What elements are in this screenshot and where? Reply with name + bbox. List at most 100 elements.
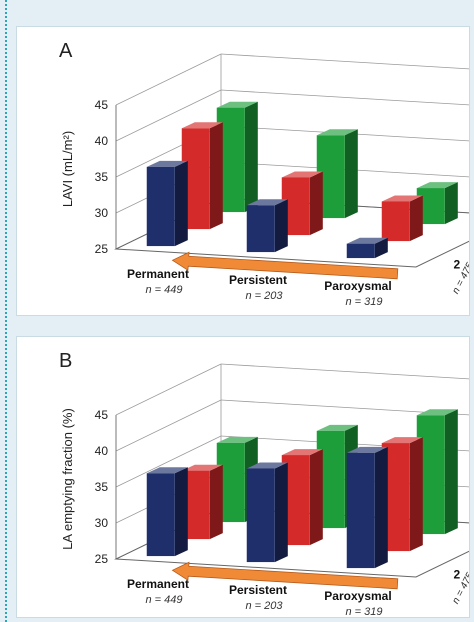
chart-a-bar-top <box>346 237 388 244</box>
chart-b-ytick-label: 25 <box>95 552 109 566</box>
chart-a-category-n: n = 319 <box>345 296 382 308</box>
chart-a-category-n: n = 203 <box>245 290 283 302</box>
chart-b-gridline-side <box>115 435 222 488</box>
page-border-decoration <box>5 0 7 622</box>
chart-a-category-label: Paroxysmal <box>324 279 391 293</box>
chart-b-category-n: n = 203 <box>245 600 283 612</box>
chart-b-category-n: n = 319 <box>345 606 382 617</box>
chart-a-bar-side <box>274 199 288 253</box>
chart-a-bar-top <box>281 171 323 178</box>
chart-b-gridline-back <box>220 399 469 416</box>
chart-a-gridline-back <box>220 53 469 70</box>
chart-a-bar <box>216 101 258 213</box>
chart-b-ytick-label: 30 <box>95 516 109 530</box>
chart-a-ylabel: LAVI (mL/m²) <box>60 131 75 207</box>
chart-a-bar-top <box>316 129 358 136</box>
chart-a-bar-top <box>416 182 458 189</box>
chart-b-bar <box>346 446 388 569</box>
chart-b-bar-side <box>374 446 388 569</box>
chart-a-svg: A 45 40 35 30 25 LAVI (mL/m²) Permanent n = 449 P… <box>59 40 469 308</box>
chart-b-bar-top <box>346 446 388 453</box>
chart-a-bar-side <box>444 182 458 225</box>
chart-a-category-label: Permanent <box>127 267 189 281</box>
chart-b-bar-top <box>316 424 358 431</box>
chart-a-ytick-label: 35 <box>95 170 109 184</box>
chart-a-bar-top <box>146 160 188 167</box>
chart-a-bar <box>381 195 423 242</box>
chart-b-category-n: n = 449 <box>145 594 182 606</box>
chart-a-bar-side <box>344 129 358 219</box>
chart-a-bar-front <box>381 201 410 242</box>
chart-b-depth-label: 2 <box>454 568 461 582</box>
chart-b-bar-top <box>246 462 288 469</box>
chart-a-depth-label: 2 <box>454 258 461 272</box>
chart-b-bar-top <box>146 467 188 474</box>
chart-a-ytick-label: 30 <box>95 206 109 220</box>
chart-a-bar <box>246 199 288 253</box>
chart-b-bar-top <box>181 464 223 471</box>
chart-a-gridline-side <box>115 89 222 142</box>
chart-b-bar-front <box>346 452 375 569</box>
chart-a-bar-top <box>181 122 223 129</box>
chart-b-gridline-back <box>220 435 469 452</box>
chart-a-gridline-back <box>220 125 469 142</box>
chart-a-ytick-label: 25 <box>95 242 109 256</box>
chart-a-bar-front <box>246 205 275 253</box>
chart-b-bar-side <box>309 449 323 546</box>
chart-a-bar-top <box>216 101 258 108</box>
chart-a-category-n: n = 449 <box>145 284 182 296</box>
chart-b-panel-label: B <box>59 350 72 372</box>
chart-b-bar-side <box>209 464 223 540</box>
chart-b-category-label: Paroxysmal <box>324 589 391 603</box>
chart-b-gridline-side <box>115 399 222 452</box>
chart-b-gridline-side <box>115 363 222 416</box>
chart-a-bar-side <box>374 237 388 259</box>
chart-a-bar-side <box>209 122 223 230</box>
chart-a-bar <box>281 171 323 236</box>
chart-a-bar <box>181 122 223 230</box>
chart-b-category-label: Persistent <box>229 583 287 597</box>
chart-b-svg: B 45 40 35 30 25 LA emptying fraction (%) Perma… <box>59 350 469 617</box>
chart-a-bar-top <box>246 199 288 206</box>
chart-a-bar-side <box>409 195 423 242</box>
chart-a-bar-top <box>381 195 423 202</box>
chart-a-gridline-side <box>115 53 222 106</box>
chart-b-ytick-label: 45 <box>95 408 109 422</box>
chart-a-bar-front <box>146 166 175 247</box>
chart-a-ytick-label: 40 <box>95 134 109 148</box>
chart-b-bar-side <box>444 409 458 535</box>
chart-b-bar <box>246 462 288 563</box>
chart-b-bar-top <box>416 409 458 416</box>
chart-b-bar-top <box>216 436 258 443</box>
chart-b-category-label: Permanent <box>127 577 189 591</box>
chart-b-bar-top <box>381 437 423 444</box>
chart-b-bar-front <box>246 468 275 563</box>
chart-b-ylabel: LA emptying fraction (%) <box>60 408 75 550</box>
chart-b-bar <box>416 409 458 535</box>
chart-panel-b: B 45 40 35 30 25 LA emptying fraction (%) Perma… <box>16 336 470 618</box>
chart-b-bar <box>146 467 188 557</box>
chart-a-ytick-label: 45 <box>95 98 109 112</box>
chart-a-bar-side <box>244 101 258 213</box>
chart-b-trend-arrow <box>171 561 399 590</box>
chart-b-bar <box>281 449 323 546</box>
chart-a-panel-label: A <box>59 40 73 62</box>
chart-b-ytick-label: 40 <box>95 444 109 458</box>
chart-b-bar-side <box>174 467 188 557</box>
chart-panel-a: A 45 40 35 30 25 LAVI (mL/m²) Permanent n = 449 P… <box>16 26 470 316</box>
chart-a-gridline-back <box>220 161 469 178</box>
chart-b-bar-top <box>281 449 323 456</box>
chart-a-bar <box>316 129 358 219</box>
chart-a-bar <box>346 237 388 259</box>
chart-b-bar <box>381 437 423 552</box>
chart-a-category-label: Persistent <box>229 273 287 287</box>
chart-b-bar-side <box>409 437 423 552</box>
chart-b-bar-front <box>146 473 175 557</box>
chart-a-bar <box>416 182 458 225</box>
chart-a-gridline-back <box>220 89 469 106</box>
chart-b-gridline-back <box>220 363 469 380</box>
chart-a-bar-side <box>309 171 323 236</box>
chart-a-trend-arrow <box>171 251 399 280</box>
chart-a-bar-front <box>346 243 375 259</box>
chart-b-bar-side <box>274 462 288 563</box>
